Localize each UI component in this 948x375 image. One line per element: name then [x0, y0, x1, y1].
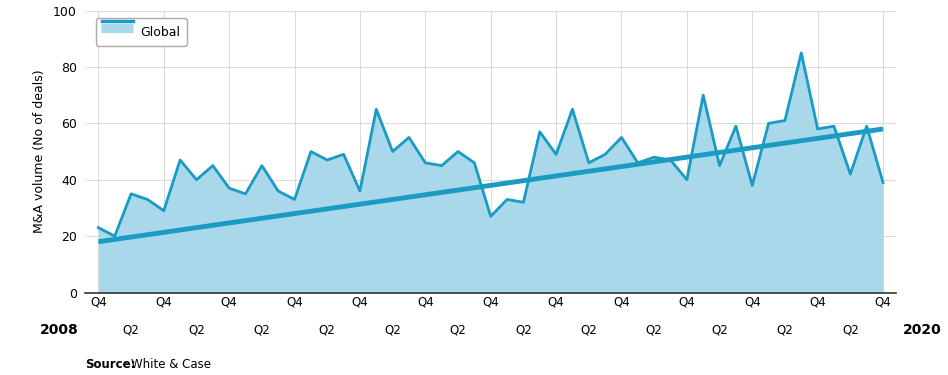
Text: White & Case: White & Case	[131, 357, 210, 370]
Text: Q2: Q2	[515, 323, 532, 336]
Text: Q2: Q2	[253, 323, 270, 336]
Text: Q2: Q2	[449, 323, 466, 336]
Text: Source:: Source:	[85, 357, 136, 370]
Text: Q2: Q2	[580, 323, 597, 336]
Text: Q2: Q2	[711, 323, 728, 336]
Text: Q2: Q2	[384, 323, 401, 336]
Text: Q2: Q2	[776, 323, 793, 336]
Text: Q2: Q2	[842, 323, 859, 336]
Text: Q2: Q2	[319, 323, 336, 336]
Legend: Global: Global	[96, 18, 187, 46]
Text: 2020: 2020	[902, 323, 941, 337]
Text: Q2: Q2	[122, 323, 139, 336]
Text: Q2: Q2	[646, 323, 663, 336]
Y-axis label: M&A volume (No of deals): M&A volume (No of deals)	[33, 70, 46, 233]
Text: 2008: 2008	[40, 323, 79, 337]
Text: Q2: Q2	[188, 323, 205, 336]
